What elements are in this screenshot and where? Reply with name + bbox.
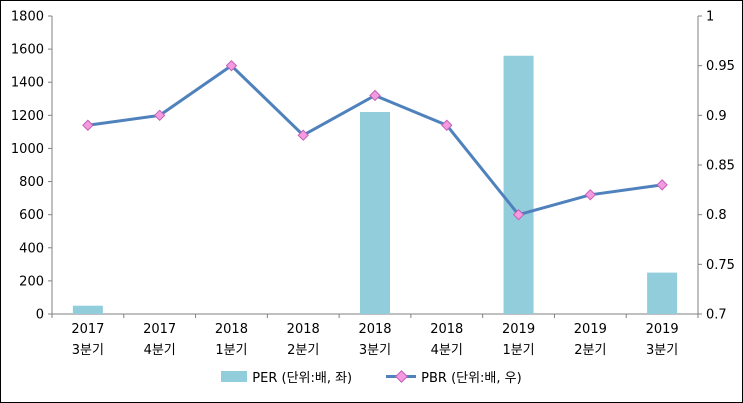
right-axis-tick-label: 0.9 bbox=[706, 109, 727, 124]
x-axis-label-year: 2018 bbox=[215, 322, 248, 337]
left-axis-tick-label: 200 bbox=[19, 274, 44, 289]
pbr-marker bbox=[82, 119, 94, 131]
per-bar bbox=[647, 272, 678, 314]
pbr-legend-diamond-icon bbox=[395, 370, 409, 383]
pbr-legend-label: PBR (단위:배, 우) bbox=[421, 371, 522, 386]
left-axis-tick-label: 600 bbox=[19, 208, 44, 223]
pbr-marker bbox=[584, 189, 597, 201]
left-axis-tick-label: 1600 bbox=[11, 43, 44, 58]
x-axis-label-quarter: 1분기 bbox=[215, 343, 247, 358]
left-axis-tick-label: 400 bbox=[19, 241, 44, 256]
right-axis-tick-label: 0.85 bbox=[706, 159, 735, 174]
right-axis-tick-label: 1 bbox=[706, 10, 714, 25]
pbr-marker bbox=[225, 59, 238, 72]
x-axis-label-year: 2017 bbox=[143, 322, 176, 337]
x-axis-label-quarter: 4분기 bbox=[431, 343, 463, 358]
left-axis-tick-label: 1000 bbox=[11, 142, 44, 157]
left-axis-tick-label: 1200 bbox=[11, 109, 44, 124]
per-bar bbox=[360, 112, 390, 315]
x-axis-label-quarter: 1분기 bbox=[502, 343, 534, 358]
per-bar bbox=[72, 305, 103, 314]
x-axis-label-year: 2017 bbox=[71, 322, 104, 337]
x-axis-label-quarter: 3분기 bbox=[359, 343, 391, 358]
x-axis-label-quarter: 4분기 bbox=[144, 343, 176, 358]
x-axis-label-year: 2019 bbox=[646, 322, 679, 337]
per-legend-label: PER (단위:배, 좌) bbox=[252, 371, 353, 386]
legend-item-pbr: PBR (단위:배, 우) bbox=[386, 367, 522, 386]
right-axis-tick-label: 0.95 bbox=[706, 59, 735, 74]
pbr-legend-swatch-icon bbox=[386, 370, 417, 383]
left-axis-tick-label: 1400 bbox=[11, 76, 44, 91]
left-axis-tick-label: 800 bbox=[19, 175, 44, 190]
x-axis-label-year: 2018 bbox=[287, 322, 320, 337]
pbr-marker bbox=[297, 129, 309, 141]
combo-chart-svg: 0 200 400 600 800 1000 1200 1400 1600 1800 0.7 0.75… bbox=[11, 10, 735, 359]
x-axis-label-year: 2019 bbox=[574, 322, 607, 337]
x-axis-label-year: 2018 bbox=[430, 322, 463, 337]
right-axis-tick-label: 0.7 bbox=[706, 308, 727, 323]
pbr-marker bbox=[441, 119, 453, 131]
legend-item-per: PER (단위:배, 좌) bbox=[221, 367, 352, 386]
x-axis-label-quarter: 3분기 bbox=[646, 343, 678, 358]
chart-legend: PER (단위:배, 좌) PBR (단위:배, 우) bbox=[1, 367, 742, 386]
per-legend-swatch-icon bbox=[221, 371, 248, 382]
pbr-marker bbox=[369, 89, 381, 102]
right-axis-tick-label: 0.75 bbox=[706, 258, 735, 273]
left-axis-tick-label: 0 bbox=[36, 308, 44, 323]
x-axis-label-year: 2019 bbox=[502, 322, 535, 337]
right-axis-tick-label: 0.8 bbox=[706, 208, 727, 223]
pbr-marker bbox=[656, 179, 668, 191]
pbr-marker bbox=[153, 109, 166, 122]
left-axis-tick-label: 1800 bbox=[11, 10, 44, 25]
x-axis-label-year: 2018 bbox=[358, 322, 391, 337]
x-axis-label-quarter: 2분기 bbox=[574, 343, 606, 358]
x-axis-label-quarter: 2분기 bbox=[287, 343, 319, 358]
x-axis-label-quarter: 3분기 bbox=[72, 343, 104, 358]
per-bar bbox=[503, 55, 534, 314]
pbr-marker bbox=[512, 208, 525, 221]
